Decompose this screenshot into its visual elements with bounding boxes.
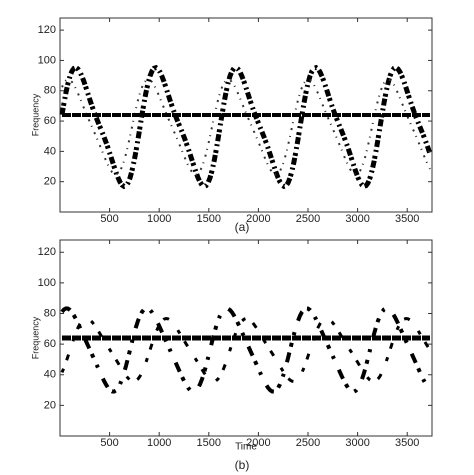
x-tick-label: 500	[100, 437, 118, 449]
y-tick-label: 60	[44, 338, 56, 350]
x-tick-label: 1500	[197, 437, 221, 449]
x-tick-label: 1000	[147, 213, 171, 225]
y-tick-label: 120	[38, 24, 56, 36]
x-tick-label: 3500	[395, 213, 419, 225]
y-tick-label: 80	[44, 307, 56, 319]
y-tick-label: 40	[44, 145, 56, 157]
pattern	[59, 64, 433, 190]
x-tick-label: 2500	[296, 437, 320, 449]
caption: (b)	[235, 458, 250, 472]
x-tick-label: 2000	[246, 437, 270, 449]
panel: 500 1000 1500 2000 2500 3000 3500 20 40 60 80 100 12…	[30, 17, 433, 234]
y-tick-label: 20	[44, 176, 56, 188]
x-tick-label: 500	[100, 213, 118, 225]
pattern	[60, 316, 432, 384]
y-tick-label: 60	[44, 115, 56, 127]
y-tick-label: 80	[44, 85, 56, 97]
caption: (a)	[235, 220, 250, 234]
panel: 500 1000 1500 2000 2500 3000 3500 20 40 60 80 100 12…	[30, 239, 433, 472]
pattern	[61, 78, 431, 176]
x-tick-label: 3000	[345, 213, 369, 225]
y-axis-label: Frequency	[30, 316, 40, 359]
y-tick-label: 100	[38, 54, 56, 66]
y-tick-label: 100	[38, 277, 56, 289]
x-tick-label: 3500	[395, 437, 419, 449]
y-axis-label: Frequency	[30, 93, 40, 136]
y-tick-label: 40	[44, 369, 56, 381]
x-tick-label: 2000	[246, 213, 270, 225]
x-tick-label: 1500	[197, 213, 221, 225]
x-tick-label: 2500	[296, 213, 320, 225]
y-tick-label: 20	[44, 399, 56, 411]
x-tick-label: 1000	[147, 437, 171, 449]
y-tick-label: 120	[38, 246, 56, 258]
x-tick-label: 3000	[345, 437, 369, 449]
x-axis-label: Time	[235, 442, 257, 453]
